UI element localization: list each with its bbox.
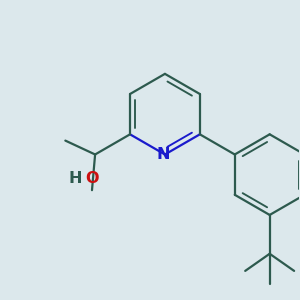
Text: H: H xyxy=(69,171,82,186)
Text: O: O xyxy=(85,171,99,186)
Text: N: N xyxy=(157,147,170,162)
